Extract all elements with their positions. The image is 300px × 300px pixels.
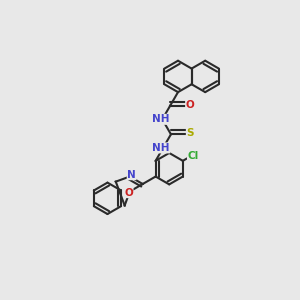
Text: O: O [124,188,133,198]
Text: Cl: Cl [188,151,199,161]
Text: O: O [186,100,194,110]
Text: N: N [127,170,136,180]
Text: NH: NH [152,143,170,153]
Text: NH: NH [152,114,170,124]
Text: S: S [186,128,194,138]
